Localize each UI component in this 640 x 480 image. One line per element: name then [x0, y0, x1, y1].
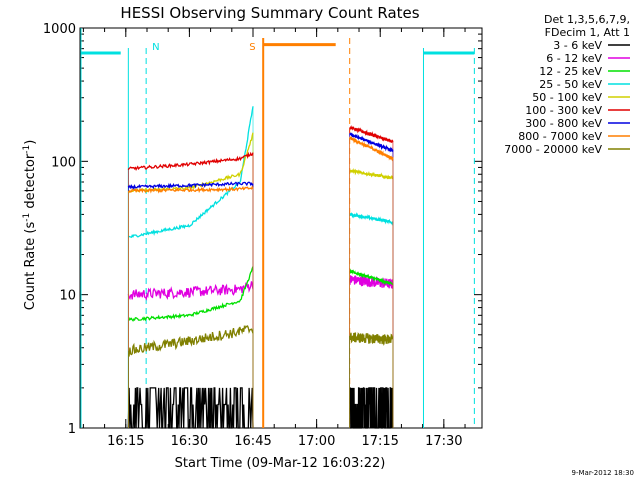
series-line — [128, 324, 254, 357]
legend-entry-label: 800 - 7000 keV — [518, 130, 602, 143]
legend-entry-label: 100 - 300 keV — [525, 104, 602, 117]
legend-entry-label: 3 - 6 keV — [553, 39, 602, 52]
series-line — [127, 387, 254, 429]
series-line — [127, 151, 254, 172]
series-3-6-kev — [127, 374, 394, 429]
legend-entry-label: 12 - 25 keV — [539, 65, 602, 78]
legend-header: FDecim 1, Att 1 — [545, 26, 630, 39]
series-line — [349, 125, 394, 143]
y-tick-label: 1 — [68, 422, 76, 437]
y-axis-label: Count Rate (s-1 detector-1) — [22, 140, 38, 311]
series-line — [349, 387, 394, 429]
legend-entry-label: 6 - 12 keV — [546, 52, 602, 65]
x-tick-label: 16:15 — [107, 434, 144, 449]
x-tick-label: 17:00 — [298, 434, 335, 449]
y-tick-label: 1000 — [43, 22, 76, 37]
legend: Det 1,3,5,6,7,9,FDecim 1, Att 13 - 6 keV… — [504, 13, 630, 156]
legend-entry-label: 50 - 100 keV — [532, 91, 602, 104]
legend-entry-label: 25 - 50 keV — [539, 78, 602, 91]
series-line — [127, 106, 254, 238]
plot-area: 1 10 100 1000 16:15 16:30 16:45 17:00 17:15 17:30… — [43, 22, 483, 449]
series-line — [349, 135, 394, 162]
x-axis-label: Start Time (09-Mar-12 16:03:22) — [175, 456, 386, 471]
legend-entry-label: 300 - 800 keV — [525, 117, 602, 130]
series-line — [349, 268, 394, 286]
footer-date: 9-Mar-2012 18:30 — [572, 469, 634, 477]
y-tick-label: 10 — [59, 289, 76, 304]
night-marker-label: N — [152, 42, 159, 53]
saa-marker-label: S — [249, 42, 255, 53]
x-tick-label: 16:30 — [171, 434, 208, 449]
x-tick-label: 17:30 — [425, 434, 462, 449]
series-line — [349, 167, 394, 181]
series-line — [349, 275, 394, 289]
chart-title: HESSI Observing Summary Count Rates — [120, 4, 419, 22]
legend-header: Det 1,3,5,6,7,9, — [544, 13, 630, 26]
series-line — [127, 281, 254, 301]
y-tick-label: 100 — [51, 155, 76, 170]
x-tick-label: 16:45 — [234, 434, 271, 449]
series-line — [349, 212, 394, 226]
legend-entry-label: 7000 - 20000 keV — [504, 143, 602, 156]
series-line — [127, 181, 254, 191]
x-tick-label: 17:15 — [361, 434, 398, 449]
series-25-50-kev — [127, 106, 394, 428]
plot-frame — [79, 27, 483, 429]
series-800-7000-kev — [128, 135, 394, 428]
series-line — [128, 185, 254, 194]
series-line — [127, 266, 254, 322]
series-7000-20000-kev — [128, 324, 394, 428]
series-line — [349, 132, 394, 153]
series-line — [349, 332, 394, 346]
